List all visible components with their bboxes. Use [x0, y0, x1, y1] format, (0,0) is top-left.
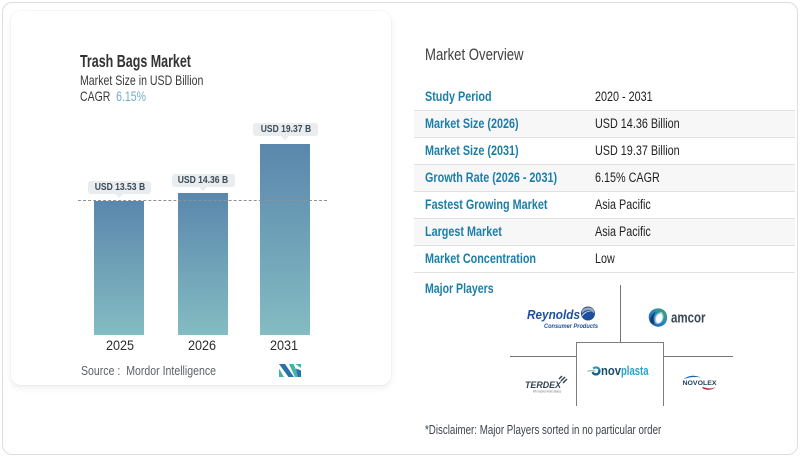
svg-text:plasta: plasta: [621, 363, 649, 378]
svg-text:Consumer Products: Consumer Products: [544, 323, 598, 330]
svg-text:amcor: amcor: [671, 311, 706, 327]
svg-text:nov: nov: [601, 363, 622, 378]
svg-text:Wir machen Folie daraus: Wir machen Folie daraus: [533, 390, 561, 394]
svg-text:TERDEX: TERDEX: [525, 380, 562, 391]
svg-text:Reynolds: Reynolds: [527, 308, 580, 322]
svg-text:NOVOLEX: NOVOLEX: [683, 380, 718, 387]
